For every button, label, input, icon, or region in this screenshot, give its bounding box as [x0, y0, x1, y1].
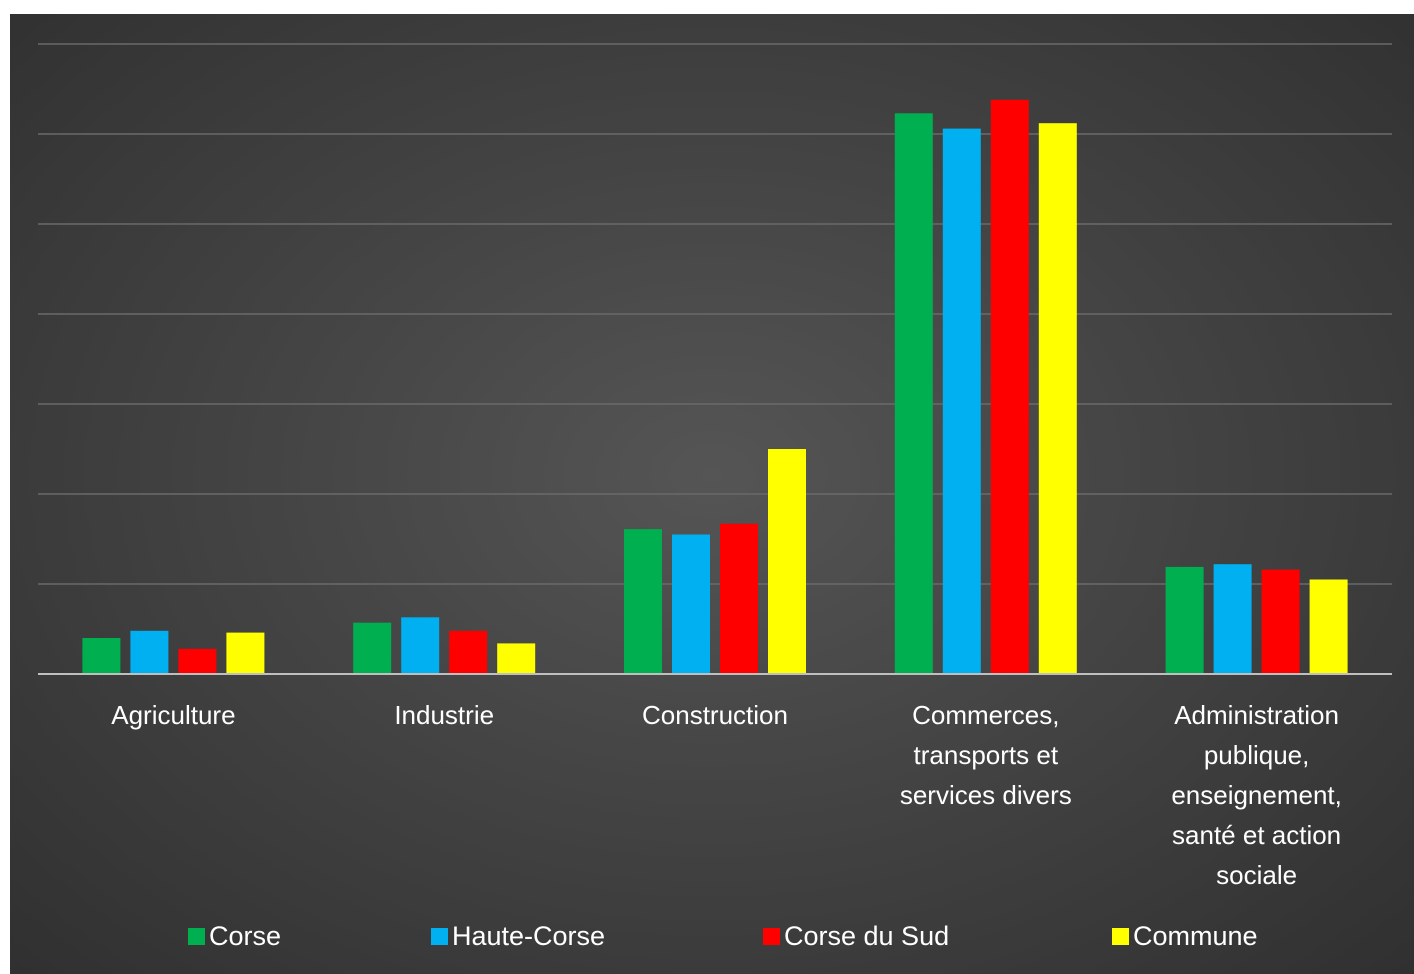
bar-corse-1: [353, 622, 392, 674]
bar-corse-du-sud-3: [990, 99, 1029, 675]
bar-corse-2: [624, 529, 662, 674]
x-tick-label-line: transports et: [914, 740, 1059, 770]
bar-corse-0: [82, 638, 121, 674]
bar-haute-corse-4: [1213, 564, 1252, 674]
x-tick-label-1: Industrie: [394, 700, 494, 730]
bar-haute-corse-2: [672, 534, 710, 674]
legend-item-haute-corse: Haute-Corse: [431, 916, 605, 956]
x-tick-label-0: Agriculture: [111, 700, 235, 730]
legend: Corse Haute-Corse Corse du Sud Commune: [10, 916, 1414, 956]
x-tick-label-3: Commerces, transports et services divers: [900, 700, 1072, 810]
bar-chart: Agriculture Industrie Construction Commerce…: [38, 43, 1392, 890]
x-tick-label-4: Administration publique, enseignement, sant…: [1171, 700, 1342, 890]
legend-item-corse: Corse: [188, 916, 281, 956]
bar-commune-3: [1038, 123, 1077, 674]
bar-corse-4: [1165, 566, 1204, 674]
x-tick-label-line: Commerces,: [912, 700, 1059, 730]
legend-label-haute-corse: Haute-Corse: [452, 920, 606, 951]
bar-corse-du-sud-1: [449, 630, 488, 674]
x-tick-label-line: Agriculture: [111, 700, 235, 730]
legend-label-corse-du-sud: Corse du Sud: [784, 920, 950, 951]
legend-swatch-corse: [188, 927, 205, 945]
x-tick-label-line: enseignement,: [1171, 780, 1342, 810]
bar-corse-du-sud-0: [178, 648, 217, 674]
x-tick-label-line: santé et action: [1172, 820, 1341, 850]
x-tick-label-line: services divers: [900, 780, 1072, 810]
bar-haute-corse-3: [942, 128, 981, 675]
bar-corse-du-sud-2: [720, 523, 758, 674]
x-tick-label-2: Construction: [642, 700, 788, 730]
legend-item-commune: Commune: [1112, 916, 1258, 956]
chart-panel: Agriculture Industrie Construction Commerce…: [10, 14, 1414, 974]
bar-corse-3: [894, 113, 933, 675]
x-tick-label-line: Construction: [642, 700, 788, 730]
legend-swatch-haute-corse: [431, 927, 448, 945]
legend-label-commune: Commune: [1133, 920, 1258, 951]
bar-corse-du-sud-4: [1261, 569, 1300, 674]
x-tick-label-line: sociale: [1216, 860, 1297, 890]
bar-commune-2: [768, 449, 806, 674]
x-tick-label-line: publique,: [1204, 740, 1310, 770]
x-tick-label-line: Administration: [1174, 700, 1339, 730]
legend-swatch-commune: [1112, 927, 1129, 945]
bar-commune-1: [497, 643, 536, 674]
legend-item-corse-du-sud: Corse du Sud: [763, 916, 949, 956]
legend-swatch-corse-du-sud: [763, 927, 780, 945]
bar-commune-4: [1309, 579, 1348, 674]
bar-haute-corse-0: [130, 630, 169, 674]
x-tick-label-line: Industrie: [394, 700, 494, 730]
legend-label-corse: Corse: [209, 920, 282, 951]
bar-haute-corse-1: [401, 617, 440, 674]
bar-commune-0: [226, 632, 265, 674]
